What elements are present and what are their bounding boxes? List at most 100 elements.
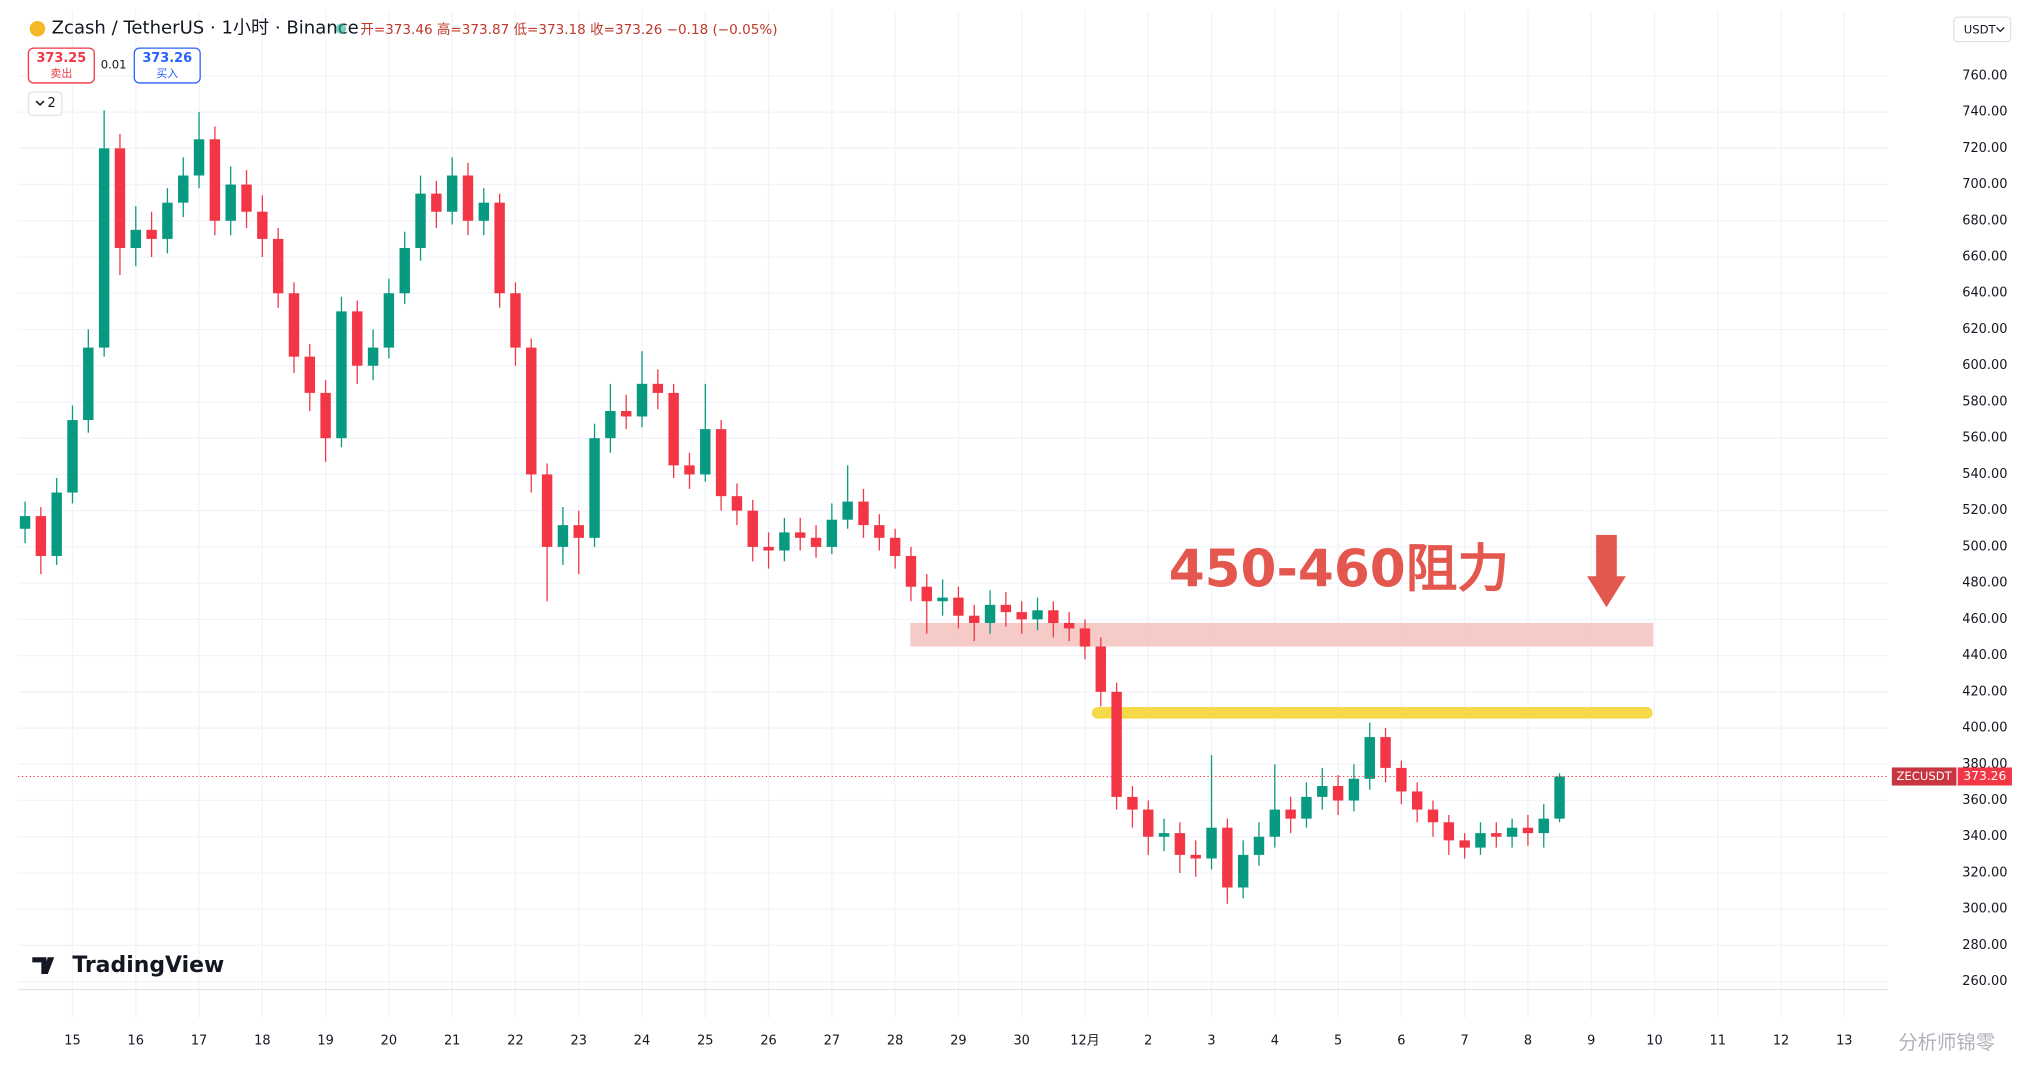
x-tick-label: 8 <box>1524 1034 1532 1049</box>
candle-body <box>51 492 62 556</box>
y-tick-label: 340.00 <box>1962 829 2007 844</box>
candles <box>18 110 1888 904</box>
y-tick-label: 700.00 <box>1962 177 2007 192</box>
x-tick-label: 27 <box>824 1034 840 1049</box>
candle-body <box>304 356 316 393</box>
candle-body <box>842 501 853 520</box>
y-tick-label: 300.00 <box>1962 902 2007 917</box>
x-tick-label: 28 <box>887 1034 903 1049</box>
candle-body <box>1411 791 1423 810</box>
x-tick-label: 29 <box>950 1034 966 1049</box>
x-tick-label: 21 <box>444 1034 460 1049</box>
candle-body <box>652 383 664 393</box>
x-tick-label: 18 <box>254 1034 270 1049</box>
candle-body <box>431 193 442 212</box>
candle-body <box>1079 628 1091 647</box>
candle-body <box>272 238 284 294</box>
candle-body <box>352 311 363 366</box>
x-tick-label: 30 <box>1013 1034 1029 1049</box>
x-tick-label: 7 <box>1461 1034 1469 1049</box>
y-tick-label: 540.00 <box>1962 467 2007 482</box>
candle-body <box>557 525 569 547</box>
symbol-label: ZECUSDT <box>1896 769 1952 783</box>
candle-body <box>1253 836 1265 855</box>
y-tick-label: 480.00 <box>1962 576 2007 591</box>
candle-body <box>1380 737 1391 768</box>
x-tick-label: 15 <box>64 1034 80 1049</box>
candle-body <box>858 501 869 526</box>
y-tick-label: 720.00 <box>1962 141 2007 156</box>
candle-body <box>478 202 490 221</box>
buy-label: 买入 <box>156 67 178 80</box>
y-tick-label: 600.00 <box>1962 358 2007 373</box>
candle-body <box>889 537 901 556</box>
sell-label: 卖出 <box>50 66 72 80</box>
candle-body <box>715 429 727 497</box>
candle-body <box>1443 822 1455 841</box>
candle-body <box>98 148 110 348</box>
candle-body <box>541 474 553 547</box>
candle-body <box>114 148 126 248</box>
sell-button[interactable] <box>27 47 95 84</box>
candle-body <box>1127 796 1138 810</box>
candle-body <box>984 604 996 623</box>
x-tick-label: 3 <box>1207 1034 1215 1049</box>
tv-logo <box>32 957 55 975</box>
candle-body <box>288 293 300 357</box>
candle-body <box>336 311 347 439</box>
y-tick-label: 420.00 <box>1962 684 2007 699</box>
candle-body <box>684 465 695 475</box>
candle-body <box>1095 646 1107 692</box>
y-tick-label: 500.00 <box>1962 539 2007 554</box>
candle-body <box>668 392 679 466</box>
candle-body <box>921 586 932 602</box>
x-tick-label: 12 <box>1773 1034 1789 1049</box>
x-tick-label: 2 <box>1144 1034 1152 1049</box>
symbol-tag <box>1891 767 1957 786</box>
x-tick-label: 16 <box>128 1034 144 1049</box>
candle-body <box>700 429 711 475</box>
candle-body <box>35 516 47 556</box>
indicator-toggle[interactable] <box>27 91 63 116</box>
candle-body <box>1348 778 1360 801</box>
candle-body <box>1000 604 1012 613</box>
x-tick-label: 11 <box>1710 1034 1726 1049</box>
credit: 分析师锦零 <box>1898 1031 1995 1054</box>
candle-body <box>1332 786 1344 801</box>
candle-body <box>1317 786 1328 797</box>
candle-body <box>415 193 426 248</box>
candle-body <box>573 525 584 538</box>
candle-body <box>257 211 268 239</box>
candle-body <box>1427 809 1439 823</box>
candle-body <box>953 597 964 616</box>
candle-body <box>763 546 774 551</box>
x-tick-label: 25 <box>697 1034 713 1049</box>
y-tick-label: 280.00 <box>1962 938 2007 953</box>
candle-body <box>810 537 822 547</box>
candle-body <box>162 202 173 239</box>
candle-body <box>969 615 980 623</box>
price-tag <box>1957 767 2012 786</box>
candle-body <box>510 293 521 348</box>
candle-body <box>494 202 505 294</box>
candle-body <box>209 139 221 221</box>
candle-body <box>67 420 78 493</box>
x-tick-label: 20 <box>381 1034 397 1049</box>
candle-body <box>225 184 236 221</box>
ohlc-legend: 开=373.46 高=373.87 低=373.18 收=373.26 −0.1… <box>360 21 777 38</box>
candle-body <box>589 438 600 538</box>
candle-body <box>1222 827 1233 888</box>
candle-body <box>462 175 474 221</box>
grid <box>18 10 1888 1018</box>
candle-body <box>1522 827 1534 834</box>
y-tick-label: 400.00 <box>1962 721 2007 736</box>
candle-body <box>1111 691 1122 797</box>
y-tick-label: 740.00 <box>1962 105 2007 120</box>
candle-body <box>779 532 790 551</box>
x-tick-label: 24 <box>634 1034 650 1049</box>
currency-selector[interactable] <box>1953 16 2012 43</box>
buy-button[interactable] <box>133 47 201 84</box>
candle-body <box>794 532 806 538</box>
candle-body <box>1237 854 1249 888</box>
